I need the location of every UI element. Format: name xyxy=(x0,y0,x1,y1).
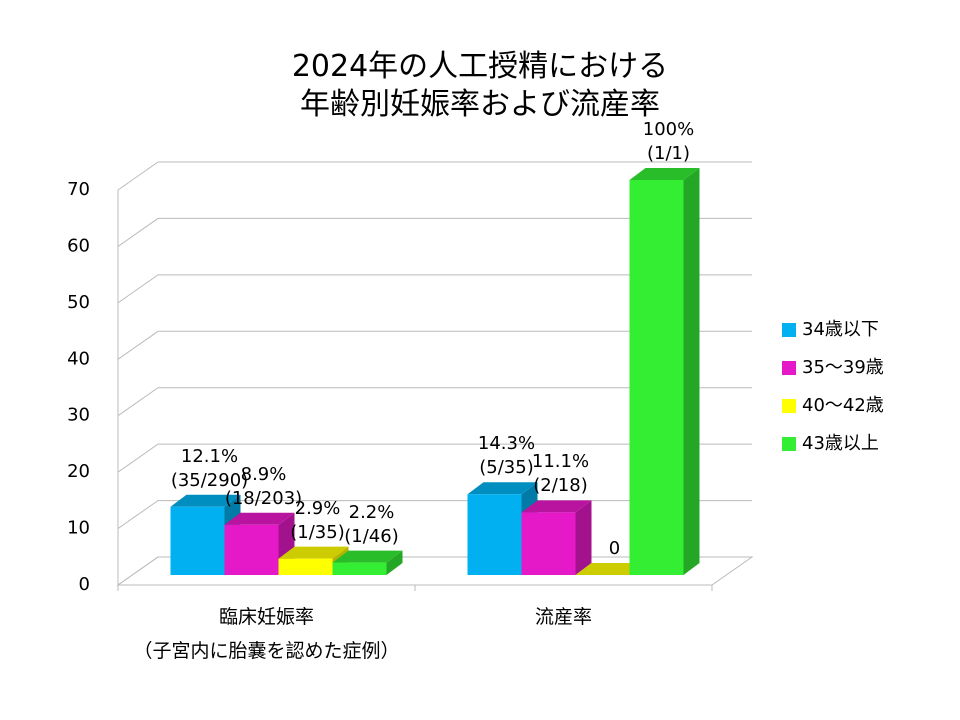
y-tick-label: 0 xyxy=(79,574,90,595)
bar xyxy=(224,512,295,575)
bar-face xyxy=(224,512,295,525)
bar-face xyxy=(629,180,684,575)
bar-face xyxy=(521,512,576,575)
grid-line xyxy=(117,217,752,247)
legend-label: 40～42歳 xyxy=(802,395,884,416)
bar-face xyxy=(467,494,522,575)
grid-line xyxy=(117,443,752,473)
legend-swatch xyxy=(782,399,796,413)
chart-title: 2024年の人工授精における 年齢別妊娠率および流産率 xyxy=(291,49,669,122)
bar-face xyxy=(683,168,700,575)
data-label: 0 xyxy=(608,538,621,559)
data-label: 11.1% (2/18) xyxy=(531,451,590,497)
bar xyxy=(575,563,646,575)
legend-label: 35～39歳 xyxy=(802,357,884,378)
y-tick-label: 10 xyxy=(67,518,90,539)
bar-face xyxy=(467,482,538,495)
y-tick-label: 40 xyxy=(67,348,90,369)
y-tick-label: 20 xyxy=(67,461,90,482)
bar xyxy=(278,546,349,575)
grid-line xyxy=(117,387,752,417)
bar-face xyxy=(170,494,241,507)
bar-face xyxy=(575,563,646,575)
bar-face xyxy=(386,550,403,575)
grid-line xyxy=(117,274,752,304)
y-tick-label: 50 xyxy=(67,292,90,313)
data-label: 2.2% (1/46) xyxy=(344,501,399,547)
bar-face xyxy=(332,550,403,563)
bar-face xyxy=(278,546,349,559)
y-tick-label: 70 xyxy=(67,179,90,200)
grid-line xyxy=(117,161,752,191)
bar-face xyxy=(629,168,700,180)
data-label: 8.9% (18/203) xyxy=(224,463,303,509)
bar-face xyxy=(170,506,225,575)
legend-label: 43歳以上 xyxy=(802,433,879,454)
x-tick-label: 臨床妊娠率 （子宮内に胎嚢を認めた症例） xyxy=(133,606,400,662)
data-label: 2.9% (1/35) xyxy=(290,497,345,543)
bar-face xyxy=(521,500,592,513)
x-tick-label: 流産率 xyxy=(534,606,593,628)
data-label: 12.1% (35/290) xyxy=(170,445,249,491)
legend-label: 34歳以下 xyxy=(802,319,879,340)
bar-face xyxy=(575,500,592,575)
y-tick-label: 60 xyxy=(67,235,90,256)
y-tick-label: 30 xyxy=(67,405,90,426)
bar-face xyxy=(224,524,279,575)
grid-line xyxy=(117,330,752,360)
bar-face xyxy=(278,558,333,575)
bar xyxy=(521,500,592,575)
bar-face xyxy=(332,562,387,575)
data-label: 100% (1/1) xyxy=(642,119,695,164)
bar xyxy=(629,168,700,575)
data-label: 14.3% (5/35) xyxy=(477,433,536,479)
bar xyxy=(332,550,403,575)
legend-swatch xyxy=(782,361,796,375)
legend-swatch xyxy=(782,437,796,451)
legend-swatch xyxy=(782,323,796,337)
